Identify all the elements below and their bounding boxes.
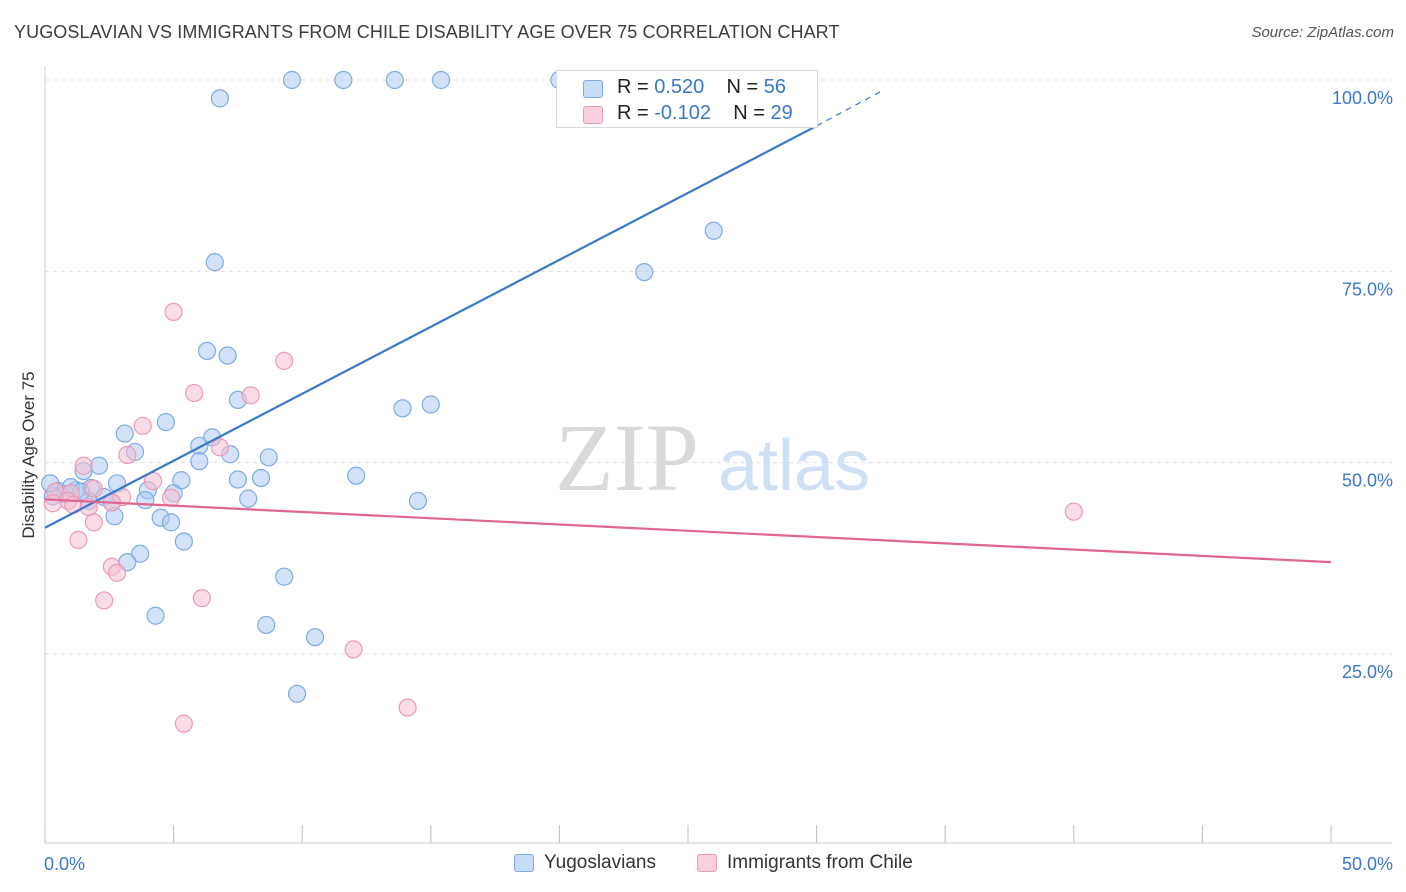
legend-n-value-pink: 29 <box>770 102 793 124</box>
legend-r-label: R = <box>617 76 649 98</box>
y-tick-label: 50.0% <box>1342 471 1393 491</box>
chile-point <box>95 591 114 610</box>
yugoslavian-point <box>431 70 451 90</box>
yugoslavian-point <box>275 567 294 586</box>
yugoslavian-point <box>408 491 428 511</box>
legend-n-value-blue: 56 <box>763 76 787 98</box>
chile-point <box>398 698 417 717</box>
yugoslavian-point <box>174 532 193 551</box>
trend-layer <box>44 90 1332 564</box>
x-tick-label: 0.0% <box>44 854 85 874</box>
y-tick-label: 25.0% <box>1342 662 1393 682</box>
bottom-legend-swatch-blue <box>514 854 534 872</box>
legend-r-label: R = <box>617 102 649 124</box>
legend-swatch-pink <box>583 106 603 124</box>
x-tick-label: 50.0% <box>1342 854 1393 874</box>
legend-r-value-pink: -0.102 <box>654 102 711 124</box>
chile-point <box>118 445 137 465</box>
chile-point <box>164 302 183 321</box>
yugoslavian-point <box>635 262 654 282</box>
chile-point <box>241 386 260 405</box>
label-layer: 100.0% 75.0% 50.0% 25.0% 0.0% 50.0% <box>44 88 1393 874</box>
chile-point <box>107 563 127 582</box>
yugoslavian-point <box>190 436 209 455</box>
legend-r-value-blue: 0.520 <box>654 76 705 98</box>
bottom-legend-swatch-pink <box>697 854 717 872</box>
yugoslavian-point <box>257 615 276 635</box>
chile-point <box>275 351 294 370</box>
yugoslavian-point <box>197 341 217 361</box>
yugoslavian-point <box>131 544 150 563</box>
chile-point <box>69 530 88 550</box>
yugoslavian-point <box>190 452 209 471</box>
yugoslavian-point <box>704 221 723 240</box>
y-tick-label: 75.0% <box>1342 279 1393 299</box>
yugoslavian-point <box>210 89 229 108</box>
chile-point <box>185 383 204 403</box>
yugoslavian-point <box>239 489 258 508</box>
yugoslavian-point <box>334 70 353 90</box>
chile-point <box>210 438 229 457</box>
yugoslavian-point <box>282 70 302 90</box>
yugoslavian-point <box>228 470 247 489</box>
grid-layer <box>45 79 1392 655</box>
axis-layer <box>44 66 1392 844</box>
yugoslavian-point <box>305 628 325 647</box>
source-label: Source: ZipAtlas.com <box>1251 24 1394 41</box>
bottom-legend-label: Immigrants from Chile <box>727 852 913 873</box>
yugoslavian-point <box>161 513 181 532</box>
yugoslavian-point <box>205 253 224 272</box>
y-axis-label: Disability Age Over 75 <box>19 371 38 538</box>
yugoslavian-point <box>89 456 109 475</box>
yugoslavian-point <box>251 468 271 488</box>
yugoslavian-point <box>347 466 366 485</box>
chile-point <box>344 640 363 659</box>
yugoslavian-point <box>287 684 307 703</box>
chile-point <box>84 513 103 532</box>
legend-n-label: N = <box>726 76 759 98</box>
yugoslavian-trend-line <box>44 124 818 529</box>
chile-point <box>133 416 152 436</box>
chile-point <box>161 488 181 507</box>
stats-legend: R = 0.520 N = 56 R = -0.102 N = 29 <box>556 70 818 128</box>
yugoslavian-point <box>393 399 412 418</box>
yugoslavian-point <box>156 413 175 432</box>
watermark: ZIP atlas <box>555 404 870 511</box>
chile-point <box>74 456 93 475</box>
chile-point <box>43 494 62 513</box>
chart-title: YUGOSLAVIAN VS IMMIGRANTS FROM CHILE DIS… <box>14 22 840 42</box>
yugoslavian-point <box>136 491 155 510</box>
yugoslavian-point <box>259 448 278 467</box>
bottom-legend-label: Yugoslavians <box>544 852 656 873</box>
yugoslavian-point <box>115 424 134 443</box>
chile-point <box>84 479 103 498</box>
points-layer <box>41 70 1083 733</box>
chile-point <box>1064 502 1083 521</box>
chile-point <box>192 589 211 608</box>
watermark-atlas: atlas <box>718 426 870 506</box>
watermark-zip: ZIP <box>555 404 699 511</box>
legend-swatch-blue <box>583 80 603 98</box>
chile-point <box>174 714 193 733</box>
yugoslavian-point <box>146 606 165 625</box>
y-tick-label: 100.0% <box>1332 88 1393 108</box>
yugoslavian-point <box>218 346 237 365</box>
legend-n-label: N = <box>733 102 765 124</box>
chile-trend-line <box>44 498 1332 564</box>
yugoslavian-trend-extension <box>816 90 882 127</box>
yugoslavian-point <box>421 395 440 414</box>
yugoslavian-point <box>385 70 404 90</box>
